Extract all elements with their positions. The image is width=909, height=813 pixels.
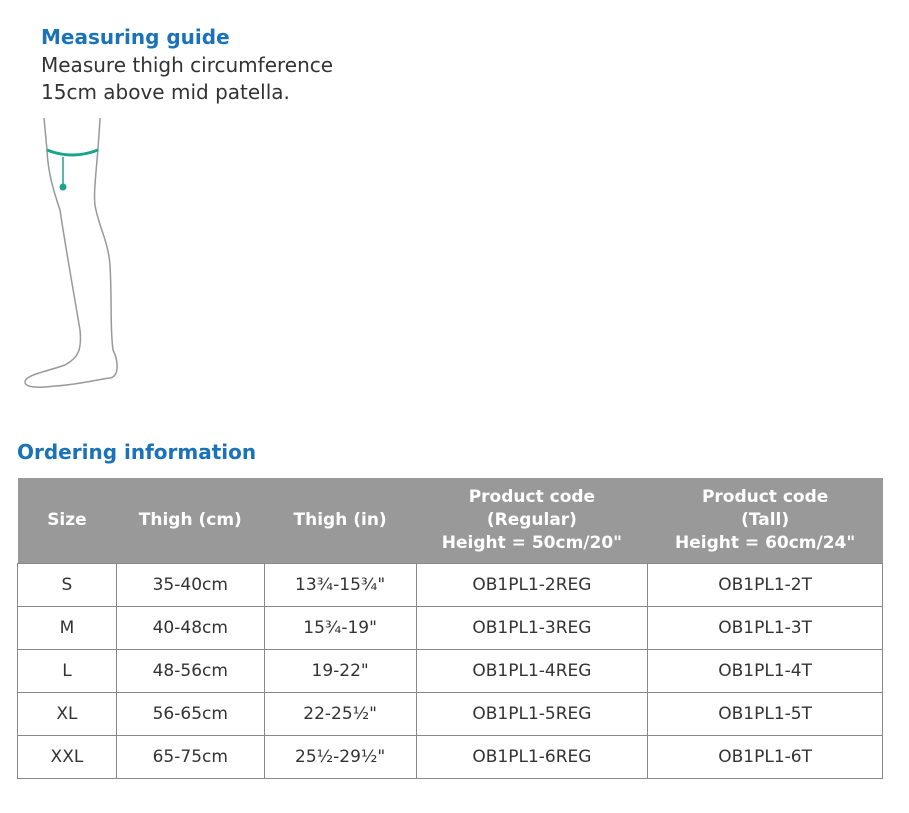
table-cell: 48-56cm <box>115 649 265 693</box>
guide-line-2: 15cm above mid patella. <box>41 80 290 104</box>
table-cell: OB1PL1-3REG <box>415 606 649 650</box>
ordering-title: Ordering information <box>17 440 257 464</box>
table-row: L 48-56cm 19-22" OB1PL1-4REG OB1PL1-4T <box>17 649 883 693</box>
guide-line-1: Measure thigh circumference <box>41 53 334 77</box>
table-cell: 22-25½" <box>263 692 417 736</box>
thigh-measure-band <box>46 148 99 157</box>
table-cell: XL <box>17 692 117 736</box>
header-product-tall: Product code (Tall) Height = 60cm/24" <box>647 478 883 564</box>
table-cell: 19-22" <box>263 649 417 693</box>
leg-illustration <box>24 117 118 388</box>
measuring-guide-title: Measuring guide <box>41 25 230 49</box>
table-cell: XXL <box>17 735 117 779</box>
table-header: Size Thigh (cm) Thigh (in) Product code(… <box>17 478 883 564</box>
table-cell: M <box>17 606 117 650</box>
table-cell: OB1PL1-3T <box>647 606 883 650</box>
table-cell: L <box>17 649 117 693</box>
table-cell: 40-48cm <box>115 606 265 650</box>
header-product-regular: Product code (Regular) Height = 50cm/20" <box>416 478 648 564</box>
table-cell: OB1PL1-6REG <box>415 735 649 779</box>
table-cell: OB1PL1-2T <box>647 563 883 607</box>
table-cell: OB1PL1-4REG <box>415 649 649 693</box>
table-row: XL 56-65cm 22-25½" OB1PL1-5REG OB1PL1-5T <box>17 692 883 736</box>
measuring-guide-text: Measure thigh circumference 15cm above m… <box>41 52 333 106</box>
header-size: Size <box>17 478 117 564</box>
table-cell: S <box>17 563 117 607</box>
table-cell: OB1PL1-6T <box>647 735 883 779</box>
table-cell: 56-65cm <box>115 692 265 736</box>
table-cell: 35-40cm <box>115 563 265 607</box>
patella-marker <box>59 183 67 191</box>
table-row: M 40-48cm 15¾-19" OB1PL1-3REG OB1PL1-3T <box>17 606 883 650</box>
ordering-table: Size Thigh (cm) Thigh (in) Product code(… <box>17 478 883 779</box>
table-cell: OB1PL1-5T <box>647 692 883 736</box>
table-cell: OB1PL1-5REG <box>415 692 649 736</box>
table-cell: OB1PL1-4T <box>647 649 883 693</box>
table-cell: 13¾-15¾" <box>263 563 417 607</box>
table-cell: 25½-29½" <box>263 735 417 779</box>
table-row: S 35-40cm 13¾-15¾" OB1PL1-2REG OB1PL1-2T <box>17 563 883 607</box>
table-cell: OB1PL1-2REG <box>415 563 649 607</box>
header-thigh-cm: Thigh (cm) <box>116 478 265 564</box>
table-cell: 65-75cm <box>115 735 265 779</box>
table-cell: 15¾-19" <box>263 606 417 650</box>
table-row: XXL 65-75cm 25½-29½" OB1PL1-6REG OB1PL1-6T <box>17 735 883 779</box>
header-thigh-in: Thigh (in) <box>264 478 417 564</box>
